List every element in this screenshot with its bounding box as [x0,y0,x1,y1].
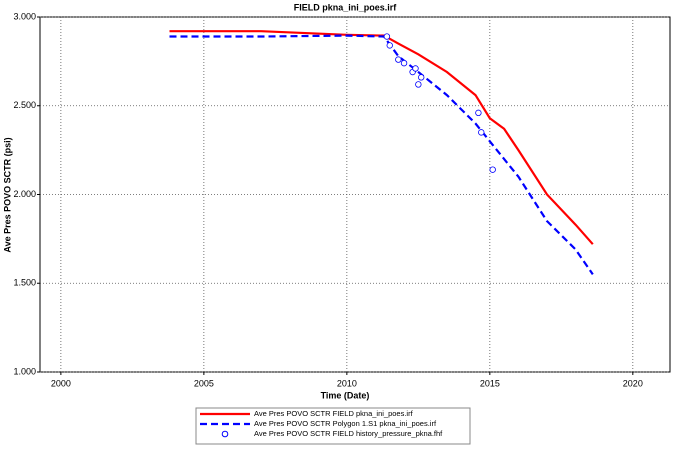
y-tick-label: 2.500 [13,100,36,110]
legend-box [195,407,471,445]
x-tick-label: 2010 [337,378,357,388]
x-tick-label: 2020 [623,378,643,388]
history-point [386,42,393,49]
history-point [475,109,482,117]
history-point [478,129,485,136]
x-axis-label: Time (Date) [321,390,370,400]
y-tick-label: 3.000 [13,11,36,21]
history-point [489,166,496,173]
history-point [400,59,408,67]
y-tick-label: 1.000 [13,366,36,376]
x-tick-label: 2015 [480,378,500,388]
legend-label: Ave Pres POVO SCTR FIELD pkna_ini_poes.i… [254,409,414,418]
history-point [395,56,402,63]
history-point [415,81,422,88]
history-point [383,33,391,40]
history-point [412,65,419,72]
legend-label: Ave Pres POVO SCTR Polygon 1.S1 pkna_ini… [254,419,437,428]
legend-marker [221,430,229,438]
series-line [169,34,594,276]
chart-title: FIELD pkna_ini_poes.irf [294,2,398,12]
y-axis-label: Ave Pres POVO SCTR (psi) [2,137,12,252]
x-tick-label: 2005 [194,378,214,388]
history-point [418,74,425,81]
y-tick-label: 1.500 [13,278,36,288]
y-tick-label: 2.000 [13,189,36,199]
x-tick-label: 2000 [51,378,71,388]
series-line [169,30,594,245]
legend-label: Ave Pres POVO SCTR FIELD history_pressur… [254,429,443,438]
